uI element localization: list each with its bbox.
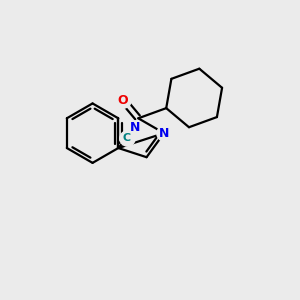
Text: N: N <box>130 121 141 134</box>
Text: N: N <box>159 127 169 140</box>
Text: C: C <box>122 133 130 143</box>
Text: O: O <box>118 94 128 106</box>
